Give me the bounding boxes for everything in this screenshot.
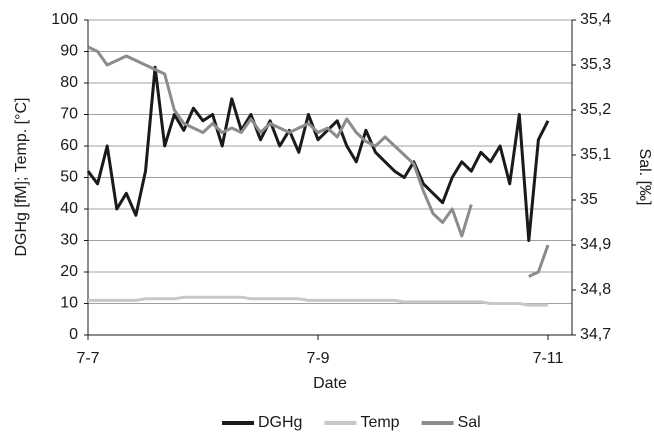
y-tick-label: 20 (60, 263, 78, 280)
y-axis-title: DGHg [fM]; Temp. [°C] (13, 97, 30, 256)
y2-tick-label: 35,1 (580, 146, 611, 163)
y-tick-label: 60 (60, 137, 78, 154)
legend-label: Sal (458, 414, 481, 431)
y-tick-label: 80 (60, 74, 78, 91)
legend-label: DGHg (258, 414, 302, 431)
y-tick-label: 100 (51, 11, 78, 28)
series-line (87, 45, 550, 278)
y2-tick-label: 34,8 (580, 281, 611, 298)
series-line (88, 295, 548, 307)
x-tick-label: 7-9 (306, 350, 329, 367)
y2-tick-label: 34,9 (580, 236, 611, 253)
y-tick-label: 70 (60, 106, 78, 123)
x-axis-title: Date (313, 375, 347, 392)
y2-axis-title: Sal. [‰] (636, 149, 653, 206)
y-tick-label: 50 (60, 169, 78, 186)
y-tick-label: 90 (60, 43, 78, 60)
y-tick-label: 30 (60, 232, 78, 249)
y2-tick-label: 35,2 (580, 101, 611, 118)
y2-tick-label: 35,3 (580, 56, 611, 73)
y2-tick-label: 35,4 (580, 11, 611, 28)
y-tick-label: 0 (69, 326, 78, 343)
y2-tick-label: 34,7 (580, 326, 611, 343)
legend-label: Temp (360, 414, 399, 431)
x-tick-label: 7-7 (76, 350, 99, 367)
y-tick-label: 40 (60, 200, 78, 217)
series-line (86, 65, 550, 242)
y2-tick-label: 35 (580, 191, 598, 208)
y-tick-label: 10 (60, 295, 78, 312)
x-tick-label: 7-11 (533, 350, 564, 367)
